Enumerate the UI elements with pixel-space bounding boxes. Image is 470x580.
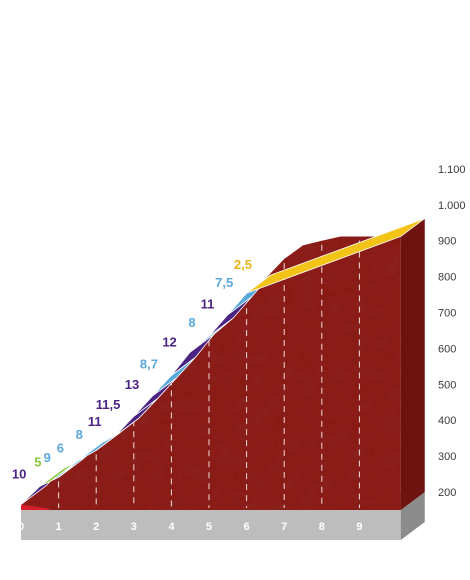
x-tick-label: 6 [244, 521, 250, 533]
profile-wall [21, 218, 425, 510]
gradient-segment [246, 218, 426, 294]
gradient-label: 11 [201, 296, 215, 311]
y-tick-label: 800 [438, 272, 456, 284]
y-tick-label: 700 [438, 308, 456, 320]
y-tick-label: 1.000 [438, 200, 466, 212]
gradient-label: 6 [57, 440, 64, 455]
y-tick-label: 600 [438, 343, 456, 355]
y-tick-label: 1.100 [438, 164, 466, 176]
gradient-label: 8 [188, 315, 195, 330]
gradient-label: 8,7 [140, 357, 158, 372]
gradient-label: 10 [12, 466, 26, 481]
gradient-label: 11 [88, 414, 102, 429]
x-tick-label: 3 [131, 521, 137, 533]
start-block [21, 504, 50, 510]
wall-side [400, 218, 425, 510]
x-tick-label: 0 [18, 521, 24, 533]
gradient-label: 7,5 [215, 275, 233, 290]
base-side [400, 492, 425, 540]
x-tick-label: 9 [356, 521, 362, 533]
y-tick-label: 900 [438, 236, 456, 248]
gradient-label: 12 [162, 335, 176, 350]
km-dashed-lines [58, 240, 360, 508]
gradient-label: 9 [44, 450, 51, 465]
y-tick-label: 500 [438, 379, 456, 391]
base-front [21, 510, 401, 540]
gradient-segments [20, 218, 426, 505]
gradient-label: 11,5 [96, 397, 121, 412]
wall-texture [21, 236, 401, 510]
gradient-label: 8 [76, 427, 83, 442]
x-tick-label: 1 [56, 521, 62, 533]
x-tick-label: 2 [93, 521, 99, 533]
x-tick-label: 4 [168, 521, 175, 533]
y-tick-label: 400 [438, 415, 456, 427]
y-tick-label: 300 [438, 451, 456, 463]
gradient-label: 13 [125, 377, 139, 392]
x-tick-label: 8 [319, 521, 325, 533]
km-axis: 0 1 2 3 4 5 6 7 8 9 [18, 521, 363, 533]
gradient-label: 5 [34, 455, 41, 470]
x-tick-label: 5 [206, 521, 212, 533]
gradient-label: 2,5 [234, 257, 252, 272]
y-tick-label: 200 [438, 487, 456, 499]
altitude-axis: 200 300 400 500 600 700 800 900 1.000 1.100 [438, 164, 466, 499]
x-tick-label: 7 [281, 521, 287, 533]
